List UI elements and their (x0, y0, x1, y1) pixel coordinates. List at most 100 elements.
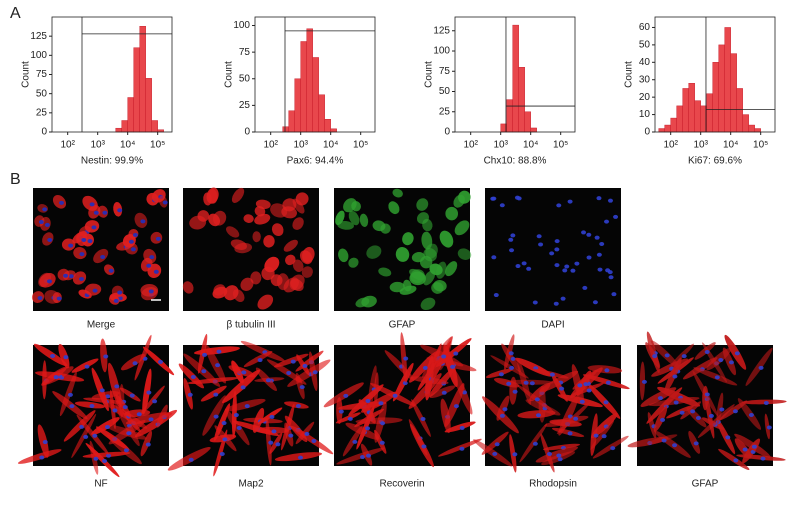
panel-label: A (10, 5, 21, 22)
cell-body (359, 213, 369, 228)
nucleus (766, 425, 772, 430)
nucleus (286, 370, 292, 375)
nucleus (516, 196, 522, 201)
histogram-bar (512, 24, 519, 133)
nucleus (567, 431, 573, 436)
cell-body (290, 278, 304, 292)
cell-body (380, 223, 391, 234)
nucleus (556, 453, 562, 458)
nucleus (104, 425, 110, 430)
cell-body (254, 213, 271, 225)
nucleus (521, 261, 527, 266)
nucleus (421, 444, 427, 449)
histogram-bar (151, 120, 158, 133)
nucleus (586, 255, 592, 260)
cell-body (409, 268, 425, 281)
nucleus (148, 289, 154, 294)
nucleus (441, 354, 447, 359)
nucleus (84, 364, 90, 369)
cell-body (395, 246, 410, 262)
x-tick-label: 10² (463, 140, 478, 151)
nucleus (506, 381, 512, 386)
nucleus (68, 274, 74, 279)
cell-body (301, 266, 313, 278)
nucleus (380, 421, 386, 426)
nucleus (39, 455, 45, 460)
micrograph (485, 188, 621, 311)
nucleus (105, 394, 111, 399)
nucleus (132, 361, 138, 366)
nucleus (38, 220, 44, 225)
nucleus (760, 456, 766, 461)
cells (627, 331, 787, 471)
nucleus (136, 412, 142, 417)
cell-body (355, 297, 370, 308)
nucleus (499, 203, 505, 208)
nucleus (53, 375, 59, 380)
nucleus (89, 403, 95, 408)
nucleus (102, 459, 108, 464)
cell-body (421, 231, 433, 250)
nucleus (213, 414, 219, 419)
nucleus (459, 446, 465, 451)
nucleus (63, 273, 69, 278)
x-axis-label: Ki67: 69.6% (688, 156, 742, 167)
nucleus (47, 237, 53, 242)
x-tick-label: 10⁵ (150, 140, 165, 151)
nucleus (498, 372, 504, 377)
nucleus (46, 279, 52, 284)
nucleus (562, 268, 568, 273)
nucleus (117, 208, 123, 213)
nucleus (240, 385, 246, 390)
y-tick-label: 75 (239, 47, 251, 58)
nucleus (146, 390, 152, 395)
cell-body (299, 250, 313, 265)
histogram-bar (724, 27, 731, 133)
nucleus (719, 407, 725, 412)
nucleus (453, 351, 459, 356)
y-tick-label: 0 (644, 127, 650, 138)
cell-body (420, 297, 436, 311)
nucleus (288, 433, 294, 438)
nucleus (302, 363, 308, 368)
nucleus (42, 440, 48, 445)
cell-body (283, 239, 298, 252)
nucleus (365, 426, 371, 431)
nucleus (56, 296, 62, 301)
cell-body (250, 271, 262, 285)
nucleus (502, 407, 508, 412)
y-tick-label: 50 (439, 86, 451, 97)
nucleus (148, 417, 154, 422)
nucleus (392, 393, 398, 398)
nucleus (593, 433, 599, 438)
cell-body (422, 218, 433, 232)
nucleus (269, 414, 275, 419)
nucleus (91, 225, 97, 230)
x-tick-label: 10⁵ (553, 140, 568, 151)
nucleus (222, 437, 228, 442)
nucleus (556, 203, 562, 208)
histogram-bar (294, 78, 301, 133)
nucleus (601, 434, 607, 439)
nucleus (763, 400, 769, 405)
nucleus (202, 352, 208, 357)
nucleus (44, 222, 50, 227)
x-tick-label: 10⁴ (723, 140, 738, 151)
x-tick-label: 10⁵ (353, 140, 368, 151)
nucleus (526, 266, 532, 271)
nucleus (579, 399, 585, 404)
cell-body (335, 210, 345, 226)
nucleus (603, 400, 609, 405)
histogram-bar (718, 44, 725, 133)
nucleus (547, 451, 553, 456)
cell-body (263, 235, 275, 248)
nucleus (742, 447, 748, 452)
nucleus (201, 369, 207, 374)
histogram-bar (145, 78, 152, 133)
nucleus (117, 290, 123, 295)
nucleus (99, 388, 105, 393)
nucleus (129, 393, 135, 398)
cell-body (457, 248, 472, 260)
histogram-bar (754, 128, 761, 133)
nucleus (611, 292, 617, 297)
